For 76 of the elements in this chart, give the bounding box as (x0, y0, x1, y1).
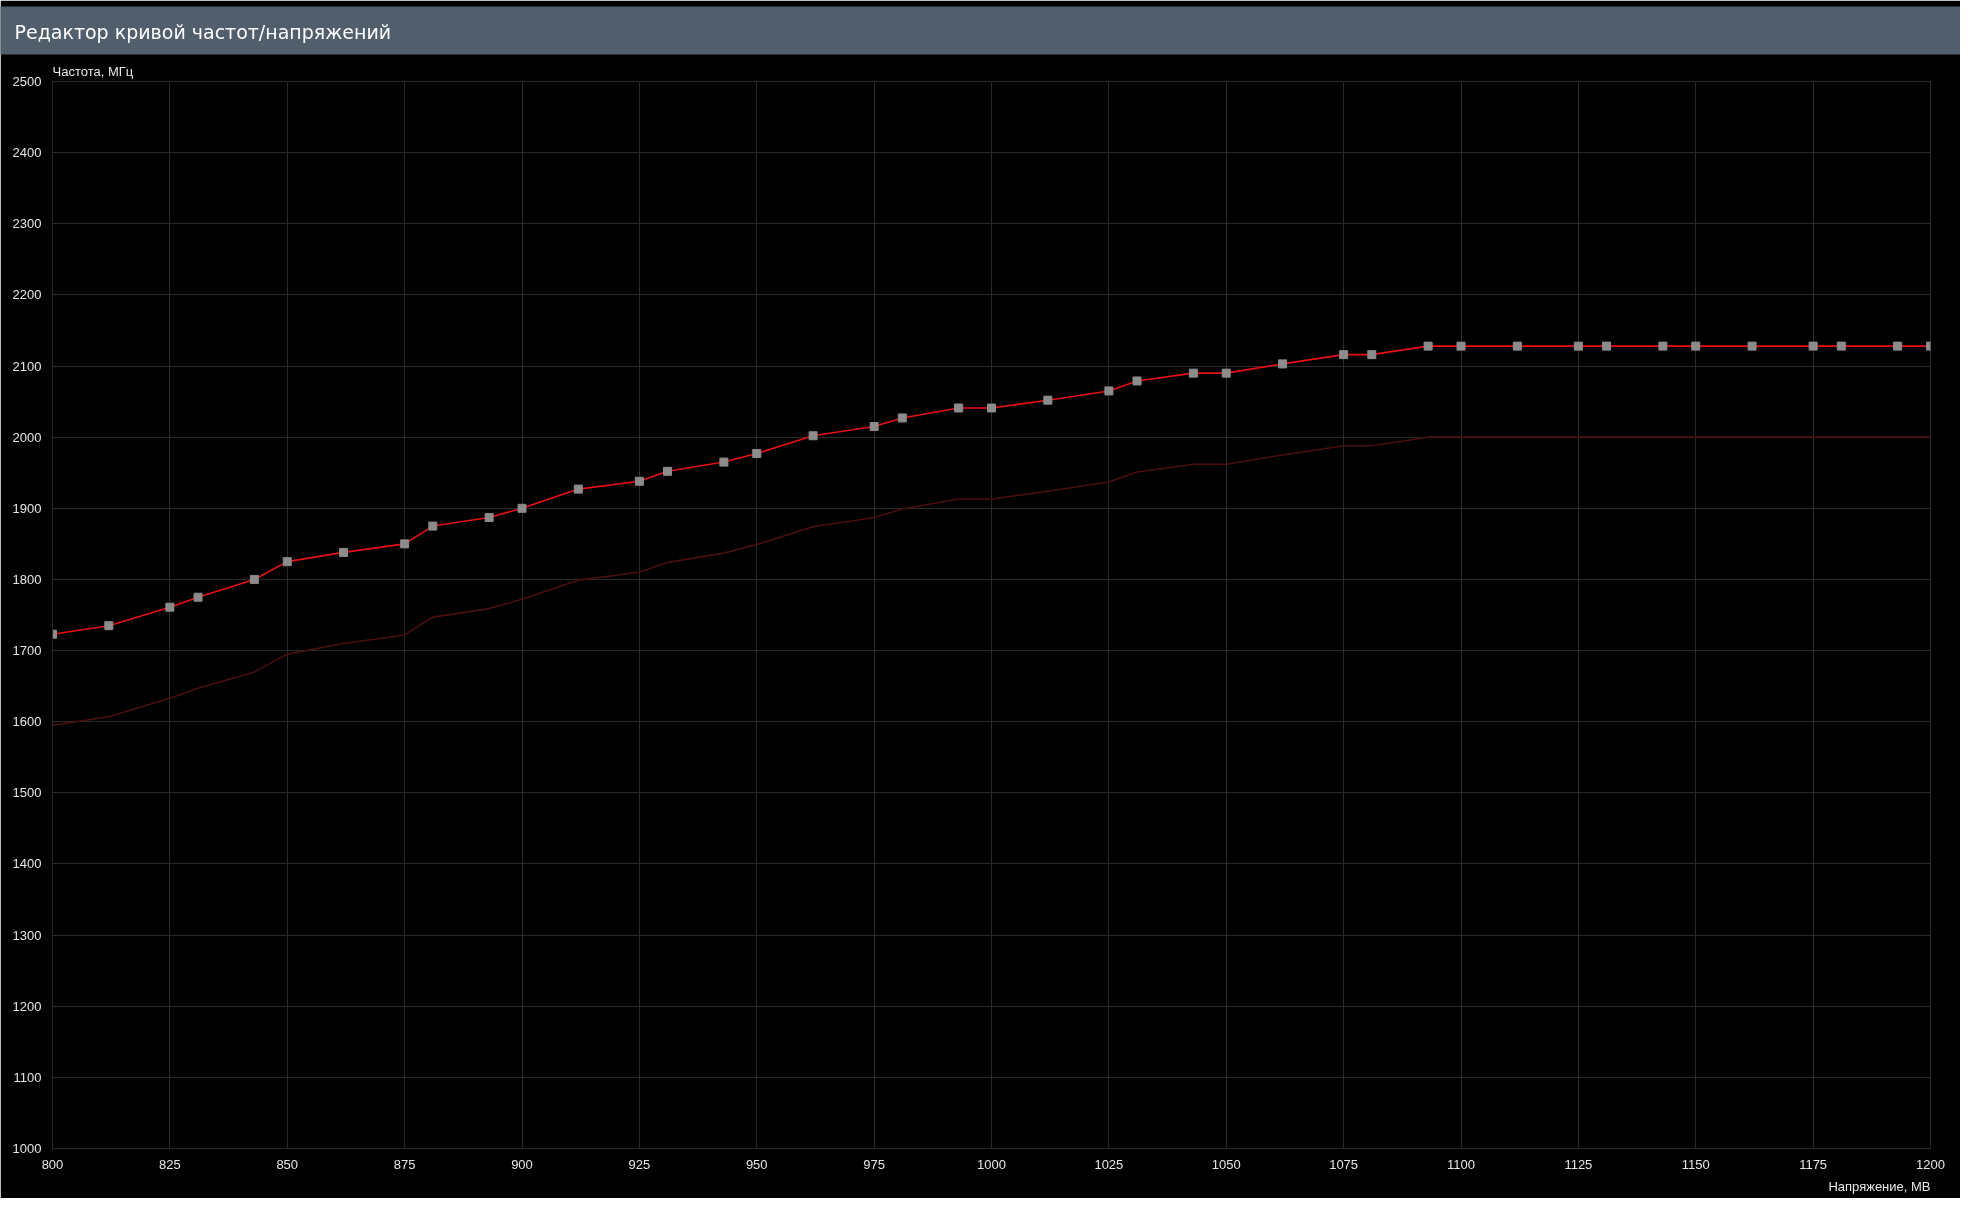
x-tick-label: 875 (393, 1156, 416, 1172)
y-tick-label: 1000 (12, 1141, 42, 1156)
point (428, 521, 438, 531)
x-tick-label: 800 (41, 1156, 64, 1172)
point (339, 547, 349, 557)
point (165, 602, 175, 612)
point (193, 592, 203, 602)
point (1367, 350, 1377, 360)
point (752, 449, 762, 459)
y-tick-label: 2000 (12, 429, 42, 445)
point (1658, 341, 1668, 351)
x-tick-label: 1100 (1447, 1156, 1475, 1172)
point (634, 476, 644, 486)
point (1278, 359, 1288, 369)
point (663, 466, 673, 476)
x-tick-label: 825 (159, 1156, 181, 1172)
point (400, 539, 410, 549)
y-tick-label: 2200 (12, 287, 42, 303)
point (1423, 341, 1433, 351)
y-tick-label: 1800 (12, 571, 42, 587)
x-tick-label: 1000 (977, 1156, 1006, 1172)
point (1747, 341, 1757, 351)
point (1221, 368, 1231, 378)
point (1836, 341, 1846, 351)
y-tick-label: 1900 (12, 500, 42, 516)
point (1043, 395, 1053, 405)
x-axis-title: Напряжение, МВ (1828, 1178, 1931, 1194)
x-tick-label: 950 (745, 1156, 768, 1172)
y-tick-label: 2100 (12, 358, 42, 374)
point (1512, 341, 1522, 351)
x-tick-label: 1175 (1799, 1156, 1828, 1172)
x-tick-label: 1150 (1681, 1156, 1710, 1172)
point (897, 413, 907, 423)
point (1691, 341, 1701, 351)
point (1573, 341, 1583, 351)
x-tick-label: 1025 (1094, 1156, 1124, 1172)
point (808, 431, 818, 441)
y-tick-label: 1700 (12, 643, 42, 659)
y-tick-label: 1300 (12, 927, 42, 943)
x-tick-label: 850 (276, 1156, 299, 1172)
x-tick-label: 900 (511, 1156, 533, 1172)
point (1104, 386, 1114, 396)
point (517, 503, 527, 513)
point (1893, 341, 1903, 351)
point (869, 422, 879, 431)
y-tick-label: 1500 (12, 785, 42, 801)
point (1339, 350, 1349, 360)
point (1132, 376, 1142, 386)
x-tick-label: 975 (863, 1156, 885, 1172)
x-tick-label: 1050 (1211, 1156, 1241, 1172)
point (1602, 341, 1612, 351)
y-tick-label: 1400 (12, 856, 42, 872)
point (249, 574, 259, 584)
point (573, 484, 583, 494)
y-tick-label: 1100 (13, 1069, 42, 1085)
point (104, 621, 114, 631)
point (1188, 368, 1198, 378)
point (987, 403, 996, 413)
y-tick-label: 2400 (12, 145, 42, 161)
y-tick-label: 2500 (12, 74, 42, 89)
point (1808, 341, 1818, 351)
y-tick-label: 1600 (12, 714, 42, 730)
y-tick-label: 1200 (12, 998, 42, 1014)
chart-title: Редактор кривой частот/напряжений (14, 20, 392, 43)
x-tick-label: 1200 (1916, 1156, 1945, 1172)
point (954, 403, 964, 413)
x-tick-label: 1125 (1564, 1156, 1593, 1172)
point (719, 457, 729, 467)
x-tick-label: 1075 (1329, 1156, 1359, 1172)
point (484, 513, 494, 523)
line-series (52, 436, 1931, 727)
point (1456, 341, 1466, 351)
x-tick-label: 925 (628, 1156, 651, 1172)
y-tick-label: 2300 (12, 216, 42, 232)
point (282, 557, 292, 567)
y-axis-title: Частота, МГц (52, 63, 134, 79)
